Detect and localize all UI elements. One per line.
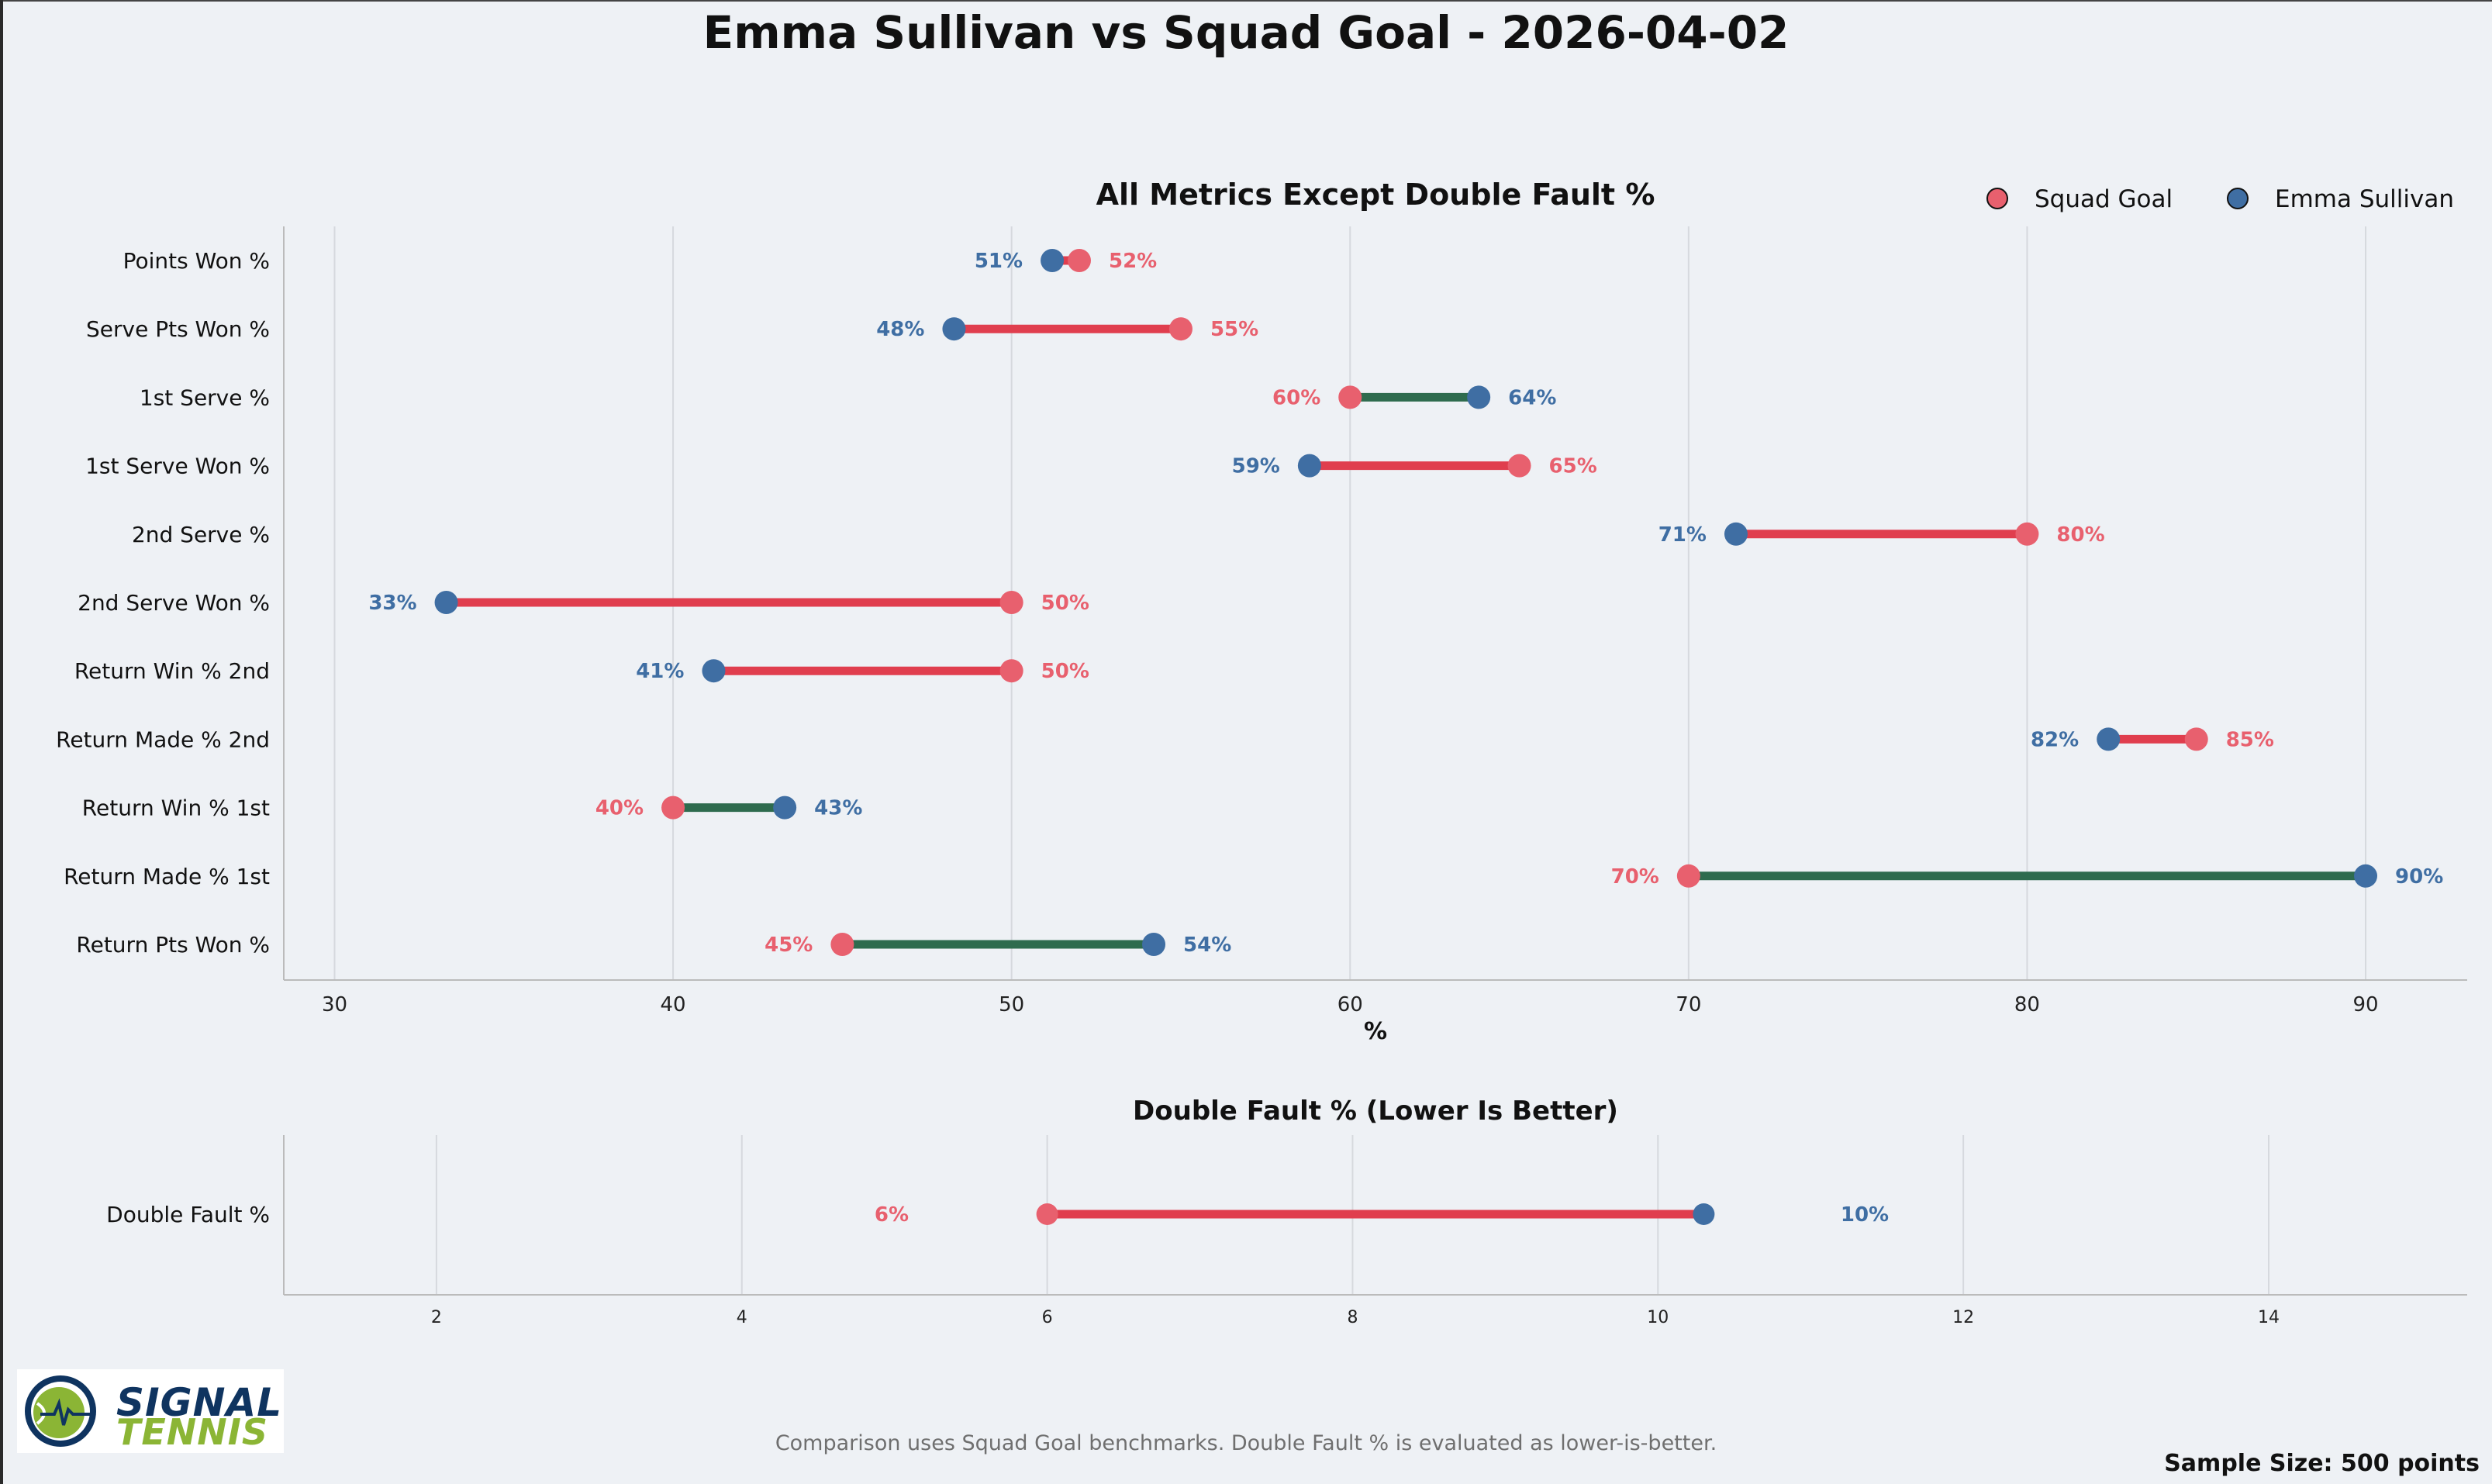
goal-value-label: 52%	[1109, 250, 1157, 273]
goal-value-label: 70%	[1611, 865, 1659, 889]
player-value-label: 51%	[975, 250, 1023, 273]
main-title: Emma Sullivan vs Squad Goal - 2026-04-02	[702, 6, 1790, 59]
x-tick-label: 80	[2014, 993, 2040, 1016]
player-dot	[1693, 1203, 1715, 1225]
row-label: Double Fault %	[106, 1202, 270, 1227]
x-tick-label: 6	[1042, 1308, 1053, 1327]
tennis-ball-icon	[25, 1375, 96, 1447]
goal-dot	[2184, 727, 2208, 751]
player-value-label: 33%	[368, 592, 416, 615]
row-label: Return Made % 2nd	[56, 726, 270, 752]
goal-value-label: 85%	[2226, 728, 2274, 751]
goal-value-label: 80%	[2056, 523, 2104, 547]
legend-marker	[1986, 188, 2008, 209]
x-tick-label: 40	[661, 993, 686, 1016]
player-value-label: 59%	[1232, 455, 1280, 478]
goal-dot	[1507, 454, 1531, 478]
x-tick-label: 60	[1337, 993, 1363, 1016]
row-label: Return Pts Won %	[76, 932, 270, 958]
player-dot	[1142, 933, 1166, 956]
player-dot	[2097, 727, 2121, 751]
player-value-label: 54%	[1183, 934, 1231, 957]
goal-dot	[1338, 385, 1362, 409]
window-left-edge	[0, 0, 3, 1484]
goal-value-label: 6%	[875, 1203, 909, 1227]
player-dot	[1724, 522, 1748, 546]
row-label: 2nd Serve Won %	[78, 590, 270, 616]
row-label: Return Win % 1st	[82, 795, 270, 821]
player-dot	[1297, 454, 1321, 478]
goal-dot	[1168, 317, 1193, 341]
player-dot	[773, 795, 797, 820]
row-label: 2nd Serve %	[132, 522, 270, 547]
player-value-label: 64%	[1508, 386, 1556, 409]
x-tick-label: 90	[2352, 993, 2378, 1016]
sample-size-label: Sample Size: 500 points	[2164, 1450, 2480, 1477]
x-tick-label: 10	[1647, 1308, 1669, 1327]
player-dot	[702, 659, 726, 683]
x-tick-label: 70	[1676, 993, 1701, 1016]
legend-marker	[2227, 188, 2249, 209]
player-value-label: 71%	[1658, 523, 1707, 547]
x-tick-label: 12	[1952, 1308, 1974, 1327]
x-tick-label: 14	[2258, 1308, 2280, 1327]
legend-label: Emma Sullivan	[2275, 185, 2454, 213]
logo-text-signal: SIGNAL	[116, 1380, 283, 1425]
goal-value-label: 50%	[1041, 592, 1089, 615]
player-value-label: 43%	[814, 797, 862, 820]
goal-dot	[1676, 864, 1700, 888]
player-value-label: 41%	[636, 660, 684, 683]
x-axis-label: %	[1364, 1018, 1387, 1045]
x-tick-label: 30	[322, 993, 347, 1016]
legend-label: Squad Goal	[2035, 185, 2173, 213]
window-top-edge	[0, 0, 2492, 2]
goal-dot	[1067, 249, 1091, 272]
x-tick-label: 2	[431, 1308, 442, 1327]
x-tick-label: 50	[999, 993, 1024, 1016]
logo-text-tennis: TENNIS	[116, 1411, 269, 1453]
player-dot	[1041, 249, 1065, 272]
x-tick-label: 8	[1347, 1308, 1358, 1327]
player-value-label: 48%	[876, 318, 924, 341]
goal-dot	[2015, 522, 2039, 546]
row-label: 1st Serve Won %	[85, 454, 270, 479]
goal-value-label: 65%	[1549, 455, 1597, 478]
goal-value-label: 60%	[1272, 386, 1320, 409]
goal-value-label: 55%	[1210, 318, 1258, 341]
goal-dot	[1036, 1203, 1058, 1225]
panel-title: All Metrics Except Double Fault %	[1096, 178, 1655, 212]
panel-title: Double Fault % (Lower Is Better)	[1133, 1096, 1618, 1127]
player-value-label: 90%	[2395, 865, 2443, 889]
row-label: 1st Serve %	[140, 385, 270, 410]
player-dot	[1467, 385, 1491, 409]
signal-tennis-logo: SIGNAL TENNIS	[17, 1369, 284, 1453]
player-value-label: 10%	[1841, 1203, 1889, 1227]
footnote: Comparison uses Squad Goal benchmarks. D…	[775, 1431, 1717, 1455]
goal-dot	[999, 659, 1023, 683]
player-value-label: 82%	[2031, 728, 2079, 751]
row-label: Points Won %	[123, 248, 270, 274]
row-label: Return Win % 2nd	[74, 658, 270, 684]
player-dot	[2354, 864, 2378, 888]
goal-dot	[830, 933, 854, 956]
player-dot	[942, 317, 966, 341]
goal-value-label: 50%	[1041, 660, 1089, 683]
player-dot	[434, 591, 458, 614]
goal-value-label: 45%	[765, 934, 813, 957]
row-label: Serve Pts Won %	[86, 316, 270, 342]
x-tick-label: 4	[737, 1308, 747, 1327]
goal-value-label: 40%	[595, 797, 644, 820]
row-label: Return Made % 1st	[64, 864, 270, 889]
goal-dot	[999, 591, 1023, 614]
goal-dot	[661, 795, 685, 820]
